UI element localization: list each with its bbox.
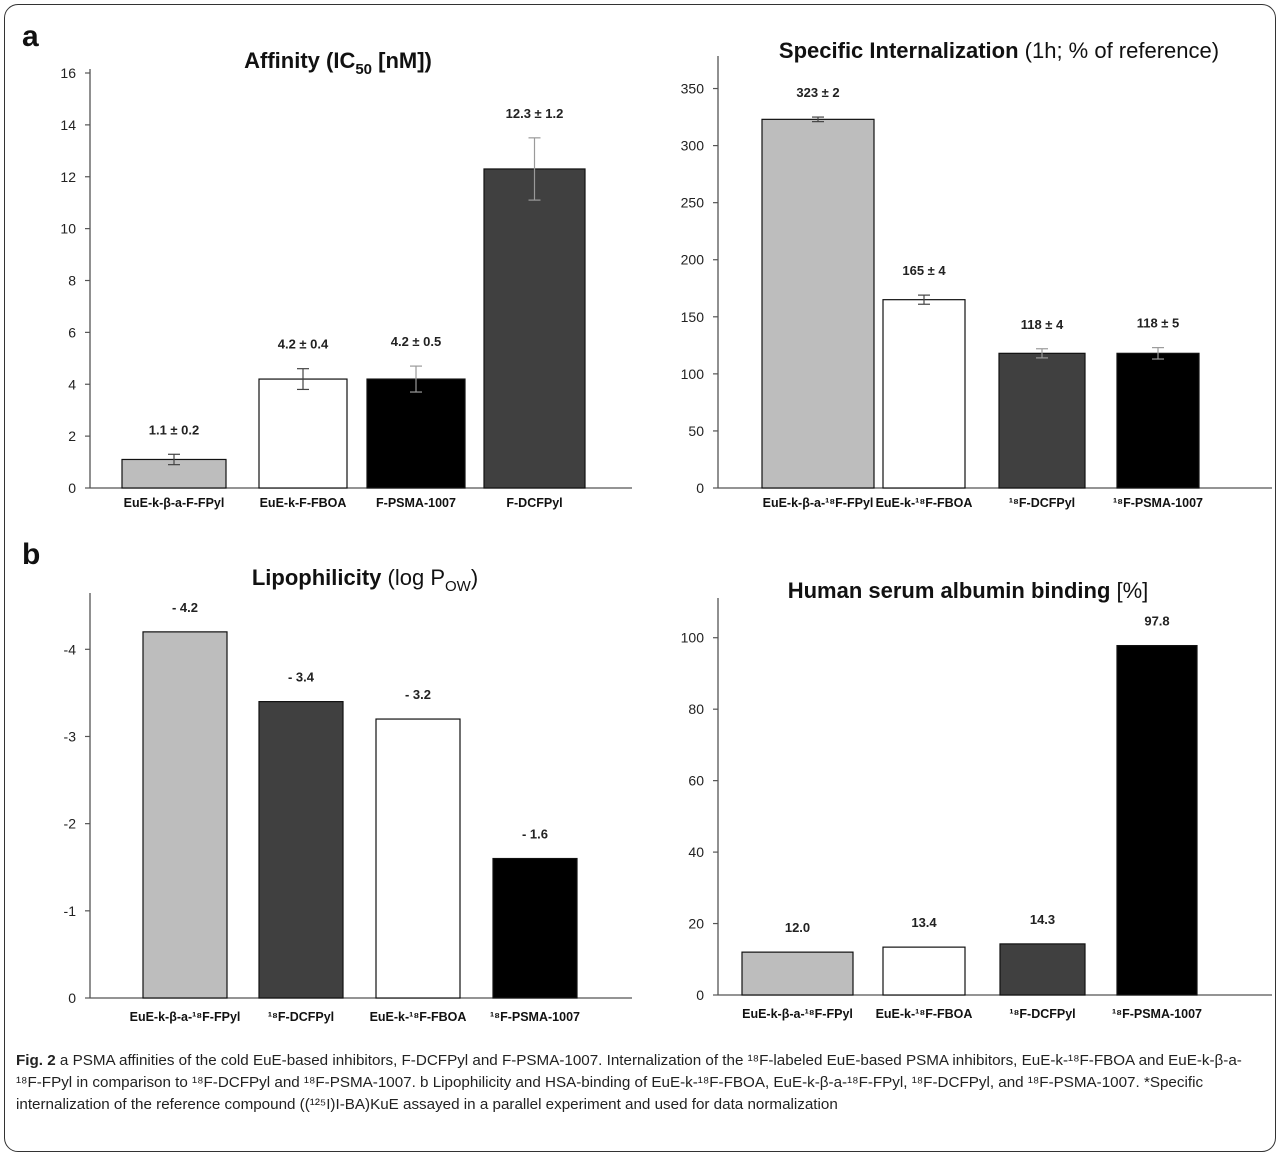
y-tick-label: 0 — [68, 990, 76, 1006]
y-tick-label: 0 — [696, 480, 704, 496]
y-tick-label: 20 — [688, 916, 704, 932]
y-tick-label: 14 — [60, 117, 76, 133]
data-label: 118 ± 4 — [1021, 317, 1064, 332]
y-tick-label: 100 — [681, 630, 705, 646]
panel-label-a: a — [22, 20, 39, 53]
data-label: 1.1 ± 0.2 — [149, 422, 200, 437]
y-tick-label: 6 — [68, 324, 76, 340]
y-tick-label: 60 — [688, 773, 704, 789]
data-label: - 4.2 — [172, 600, 198, 615]
category-label: ¹⁸F-DCFPyl — [268, 1010, 334, 1024]
data-label: - 3.4 — [288, 670, 315, 685]
category-label: ¹⁸F-PSMA-1007 — [1113, 496, 1203, 510]
y-tick-label: 16 — [60, 65, 76, 81]
bar — [258, 378, 348, 489]
category-label: ¹⁸F-DCFPyl — [1009, 496, 1075, 510]
panel-label-b: b — [22, 538, 41, 571]
y-tick-label: 12 — [60, 169, 76, 185]
y-tick-label: -2 — [64, 816, 77, 832]
y-tick-label: 8 — [68, 273, 76, 289]
category-label: F-PSMA-1007 — [376, 496, 456, 510]
y-tick-label: 0 — [68, 480, 76, 496]
data-label: 4.2 ± 0.5 — [391, 334, 442, 349]
y-tick-label: 150 — [681, 309, 705, 325]
y-tick-label: 2 — [68, 428, 76, 444]
category-label: ¹⁸F-DCFPyl — [1009, 1007, 1075, 1021]
data-label: 97.8 — [1144, 614, 1169, 629]
bar — [142, 631, 228, 999]
y-tick-label: 50 — [688, 423, 704, 439]
bar — [882, 946, 966, 996]
data-label: 165 ± 4 — [902, 263, 946, 278]
y-tick-label: 350 — [681, 81, 705, 97]
caption-label: Fig. 2 — [16, 1052, 56, 1069]
y-tick-label: 40 — [688, 844, 704, 860]
y-tick-label: -4 — [64, 641, 77, 657]
bar — [366, 378, 466, 489]
data-label: 13.4 — [911, 915, 937, 930]
data-label: 323 ± 2 — [796, 85, 839, 100]
bar — [998, 352, 1086, 489]
category-label: EuE-k-β-a-¹⁸F-FPyl — [763, 496, 874, 510]
bar — [483, 168, 586, 489]
data-label: - 3.2 — [405, 687, 431, 702]
data-label: 12.0 — [785, 920, 810, 935]
y-tick-label: -1 — [64, 903, 77, 919]
bar — [882, 299, 966, 489]
category-label: EuE-k-¹⁸F-FBOA — [876, 1007, 973, 1021]
category-label: ¹⁸F-PSMA-1007 — [1112, 1007, 1202, 1021]
caption-text: a PSMA affinities of the cold EuE-based … — [16, 1052, 1242, 1113]
bar — [741, 951, 854, 996]
bar — [1116, 644, 1198, 996]
affinity-chart: Affinity (IC50 [nM]) 0 2 4 6 8 10 12 14 16 1.1 ± … — [60, 48, 632, 510]
data-label: 118 ± 5 — [1137, 316, 1180, 331]
chart-title: Human serum albumin binding [%] — [788, 578, 1149, 603]
y-tick-label: 100 — [681, 366, 705, 382]
bar — [1116, 352, 1200, 489]
hsa-binding-chart: Human serum albumin binding [%] 0 20 40 60 8… — [681, 578, 1272, 1021]
y-tick-label: -3 — [64, 728, 77, 744]
data-label: - 1.6 — [522, 827, 548, 842]
category-label: ¹⁸F-PSMA-1007 — [490, 1010, 580, 1024]
category-label: EuE-k-β-a-¹⁸F-FPyl — [742, 1007, 853, 1021]
y-tick-label: 200 — [681, 252, 705, 268]
bar — [258, 701, 344, 999]
category-label: EuE-k-β-a-¹⁸F-FPyl — [130, 1010, 241, 1024]
bar — [999, 943, 1086, 996]
y-tick-label: 80 — [688, 701, 704, 717]
chart-title: Specific Internalization (1h; % of refer… — [779, 38, 1219, 63]
y-tick-label: 10 — [60, 221, 76, 237]
category-label: EuE-k-¹⁸F-FBOA — [370, 1010, 467, 1024]
category-label: EuE-k-¹⁸F-FBOA — [876, 496, 973, 510]
data-label: 14.3 — [1030, 912, 1055, 927]
y-tick-label: 250 — [681, 195, 705, 211]
category-label: EuE-k-β-a-F-FPyl — [124, 496, 225, 510]
y-tick-label: 4 — [68, 376, 76, 392]
lipophilicity-chart: Lipophilicity (log POW) 0 -1 -2 -3 -4 - 4.2 Eu… — [64, 565, 632, 1024]
bar — [761, 118, 875, 489]
category-label: F-DCFPyl — [506, 496, 562, 510]
bar — [375, 718, 461, 999]
figure-frame — [4, 4, 1276, 1152]
figure-caption: Fig. 2 a PSMA affinities of the cold EuE… — [16, 1050, 1266, 1116]
chart-title: Lipophilicity (log POW) — [252, 565, 478, 595]
bar — [492, 857, 578, 999]
data-label: 12.3 ± 1.2 — [506, 106, 564, 121]
y-tick-label: 300 — [681, 138, 705, 154]
internalization-chart: Specific Internalization (1h; % of refer… — [681, 38, 1272, 510]
y-tick-label: 0 — [696, 987, 704, 1003]
chart-title: Affinity (IC50 [nM]) — [244, 48, 432, 78]
category-label: EuE-k-F-FBOA — [260, 496, 347, 510]
data-label: 4.2 ± 0.4 — [278, 337, 329, 352]
